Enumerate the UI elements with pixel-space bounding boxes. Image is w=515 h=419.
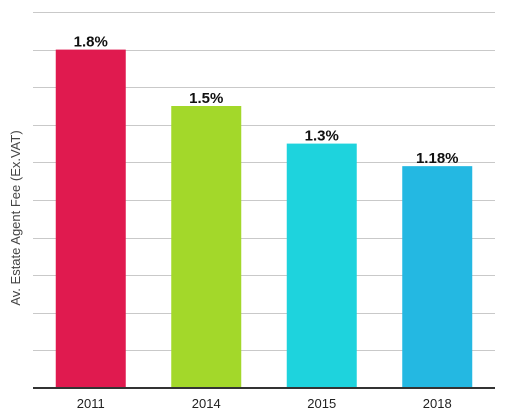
bar-2018 (402, 166, 473, 388)
data-label-2015: 1.3% (305, 128, 339, 145)
bar-2014 (171, 106, 242, 388)
x-tick-label-2018: 2018 (423, 396, 452, 411)
bar-2011 (55, 49, 126, 388)
data-labels: 1.8% 1.5% 1.3% 1.18% (74, 34, 459, 168)
data-label-2014: 1.5% (189, 90, 223, 107)
bar-2015 (286, 143, 357, 388)
data-label-2018: 1.18% (416, 150, 459, 167)
y-axis-label: Av. Estate Agent Fee (Ex.VAT) (8, 130, 23, 305)
x-tick-label-2015: 2015 (307, 396, 336, 411)
data-label-2011: 1.8% (74, 34, 108, 51)
x-tick-label-2014: 2014 (192, 396, 221, 411)
bars (55, 49, 473, 388)
x-tick-label-2011: 2011 (77, 396, 105, 411)
x-tick-labels: 2011 2014 2015 2018 (77, 396, 452, 411)
